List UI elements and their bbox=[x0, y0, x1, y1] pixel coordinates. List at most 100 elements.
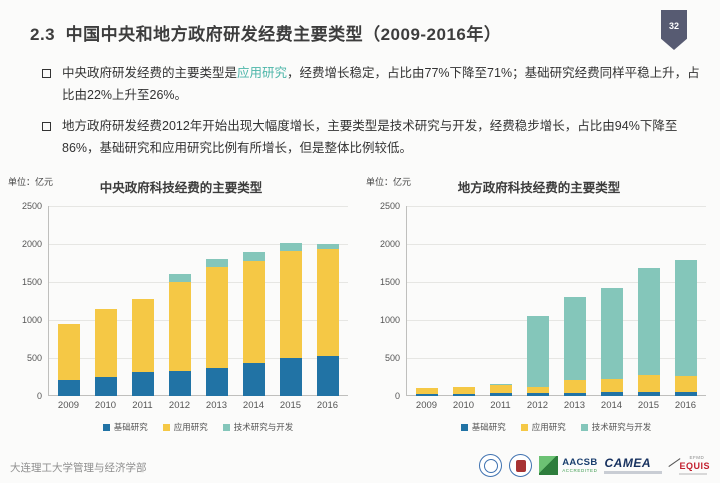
x-tick-label: 2013 bbox=[563, 400, 586, 411]
y-tick-label: 0 bbox=[394, 391, 400, 401]
x-tick-label: 2009 bbox=[415, 400, 438, 411]
x-tick-label: 2016 bbox=[674, 400, 697, 411]
footer-institution: 大连理工大学管理与经济学部 bbox=[10, 462, 147, 474]
legend-item-基础研究: 基础研究 bbox=[460, 421, 506, 433]
legend-item-技术研究与开发: 技术研究与开发 bbox=[222, 421, 294, 433]
equis-caption-bar bbox=[679, 472, 708, 475]
chart-title: 中央政府科技经费的主要类型 bbox=[99, 181, 263, 195]
y-tick-label: 500 bbox=[384, 353, 400, 363]
y-tick-label: 2500 bbox=[21, 201, 42, 211]
bar-segment-基础研究 bbox=[563, 392, 586, 396]
chart-central-government: 单位：亿元 中央政府科技经费的主要类型 0 500 1000 1500 2000 2500… bbox=[6, 172, 356, 433]
aacsb-logo: AACSB ACCREDITED bbox=[539, 456, 597, 475]
x-tick-label: 2009 bbox=[57, 400, 80, 411]
legend-swatch-icon bbox=[460, 423, 468, 431]
equis-slash-icon bbox=[663, 449, 681, 467]
unit-label: 单位：亿元 bbox=[366, 177, 412, 187]
bar-segment-基础研究 bbox=[415, 394, 438, 396]
bar-2014 bbox=[242, 206, 265, 396]
bar-segment-应用研究 bbox=[57, 323, 80, 381]
aacsb-accredited-label: ACCREDITED bbox=[562, 467, 598, 473]
bar-segment-应用研究 bbox=[279, 251, 302, 358]
bar-segment-应用研究 bbox=[94, 309, 117, 377]
x-tick-label: 2012 bbox=[526, 400, 549, 411]
bar-2011 bbox=[131, 206, 154, 396]
bar-segment-技术研究与开发 bbox=[674, 259, 697, 376]
bar-segment-应用研究 bbox=[600, 378, 623, 393]
bar-2011 bbox=[489, 206, 512, 396]
legend-label: 技术研究与开发 bbox=[233, 422, 294, 432]
bar-2015 bbox=[279, 206, 302, 396]
bar-2014 bbox=[600, 206, 623, 396]
efmd-label: EFMD bbox=[689, 455, 705, 460]
bar-2010 bbox=[94, 206, 117, 396]
chart-header: 单位：亿元 地方政府科技经费的主要类型 bbox=[364, 172, 714, 198]
charts-row: 单位：亿元 中央政府科技经费的主要类型 0 500 1000 1500 2000 2500… bbox=[6, 172, 714, 433]
bar-segment-应用研究 bbox=[637, 375, 660, 393]
faculty-seal-inner-icon bbox=[515, 459, 526, 472]
x-tick-label: 2011 bbox=[132, 400, 153, 411]
bar-2012 bbox=[168, 206, 191, 396]
x-tick-label: 2010 bbox=[452, 400, 475, 411]
bar-segment-技术研究与开发 bbox=[526, 316, 549, 388]
bullet-square-icon bbox=[42, 69, 51, 78]
bar-segment-基础研究 bbox=[242, 362, 265, 396]
bar-segment-基础研究 bbox=[94, 377, 117, 396]
y-tick-label: 1000 bbox=[379, 315, 400, 325]
camea-logo: CAMEA bbox=[604, 456, 663, 474]
chart-header: 单位：亿元 中央政府科技经费的主要类型 bbox=[6, 172, 356, 198]
bar-segment-技术研究与开发 bbox=[242, 252, 265, 262]
y-tick-label: 2000 bbox=[21, 239, 42, 249]
x-tick-label: 2011 bbox=[490, 400, 511, 411]
bar-segment-应用研究 bbox=[316, 248, 339, 356]
legend-swatch-icon bbox=[162, 423, 170, 431]
highlight-applied-research: 应用研究 bbox=[237, 66, 288, 80]
bar-segment-技术研究与开发 bbox=[279, 243, 302, 252]
gridline bbox=[407, 206, 706, 207]
legend-label: 应用研究 bbox=[531, 422, 566, 432]
y-tick-label: 0 bbox=[36, 391, 42, 401]
bars bbox=[406, 206, 706, 396]
legend-label: 基础研究 bbox=[113, 422, 148, 432]
page-number-badge: 32 bbox=[661, 10, 687, 50]
bar-segment-基础研究 bbox=[279, 357, 302, 396]
x-tick-label: 2015 bbox=[279, 400, 302, 411]
legend-swatch-icon bbox=[520, 423, 528, 431]
plot-area bbox=[406, 206, 706, 396]
chart-local-government: 单位：亿元 地方政府科技经费的主要类型 0 500 1000 1500 2000 2500… bbox=[364, 172, 714, 433]
x-axis-labels: 2009 2010 2011 2012 2013 2014 2015 2016 bbox=[406, 400, 706, 411]
gridline bbox=[49, 244, 348, 245]
plot-wrap: 0 500 1000 1500 2000 2500 bbox=[22, 201, 348, 401]
gridline bbox=[407, 282, 706, 283]
legend-swatch-icon bbox=[222, 423, 230, 431]
plot-area bbox=[48, 206, 348, 396]
gridline bbox=[407, 320, 706, 321]
gridline bbox=[407, 358, 706, 359]
camea-name: CAMEA bbox=[604, 456, 651, 470]
bar-segment-应用研究 bbox=[563, 380, 586, 393]
bar-segment-应用研究 bbox=[489, 384, 512, 394]
bar-segment-基础研究 bbox=[489, 393, 512, 396]
bar-segment-基础研究 bbox=[57, 380, 80, 396]
bar-segment-基础研究 bbox=[600, 392, 623, 396]
x-tick-label: 2010 bbox=[94, 400, 117, 411]
legend-item-技术研究与开发: 技术研究与开发 bbox=[580, 421, 651, 433]
bar-segment-基础研究 bbox=[674, 392, 697, 396]
legend-swatch-icon bbox=[580, 423, 588, 431]
bar-2010 bbox=[452, 206, 475, 396]
bar-2016 bbox=[316, 206, 339, 396]
aacsb-logo-icon bbox=[539, 456, 559, 475]
bar-segment-基础研究 bbox=[131, 372, 154, 396]
bar-segment-技术研究与开发 bbox=[563, 297, 586, 381]
y-tick-label: 2000 bbox=[379, 239, 400, 249]
legend-label: 基础研究 bbox=[471, 422, 506, 432]
bar-segment-技术研究与开发 bbox=[168, 274, 191, 283]
y-tick-label: 1500 bbox=[21, 277, 42, 287]
aacsb-logo-text: AACSB ACCREDITED bbox=[562, 458, 597, 474]
legend: 基础研究 应用研究 技术研究与开发 bbox=[406, 421, 706, 433]
bar-segment-技术研究与开发 bbox=[600, 288, 623, 379]
legend: 基础研究 应用研究 技术研究与开发 bbox=[48, 421, 348, 433]
bullet-item-local: 地方政府研发经费2012年开始出现大幅度增长，主要类型是技术研究与开发，经费稳步… bbox=[42, 115, 700, 159]
legend-item-应用研究: 应用研究 bbox=[162, 421, 208, 433]
bullet-list: 中央政府研发经费的主要类型是应用研究，经费增长稳定，占比由77%下降至71%；基… bbox=[42, 62, 700, 168]
